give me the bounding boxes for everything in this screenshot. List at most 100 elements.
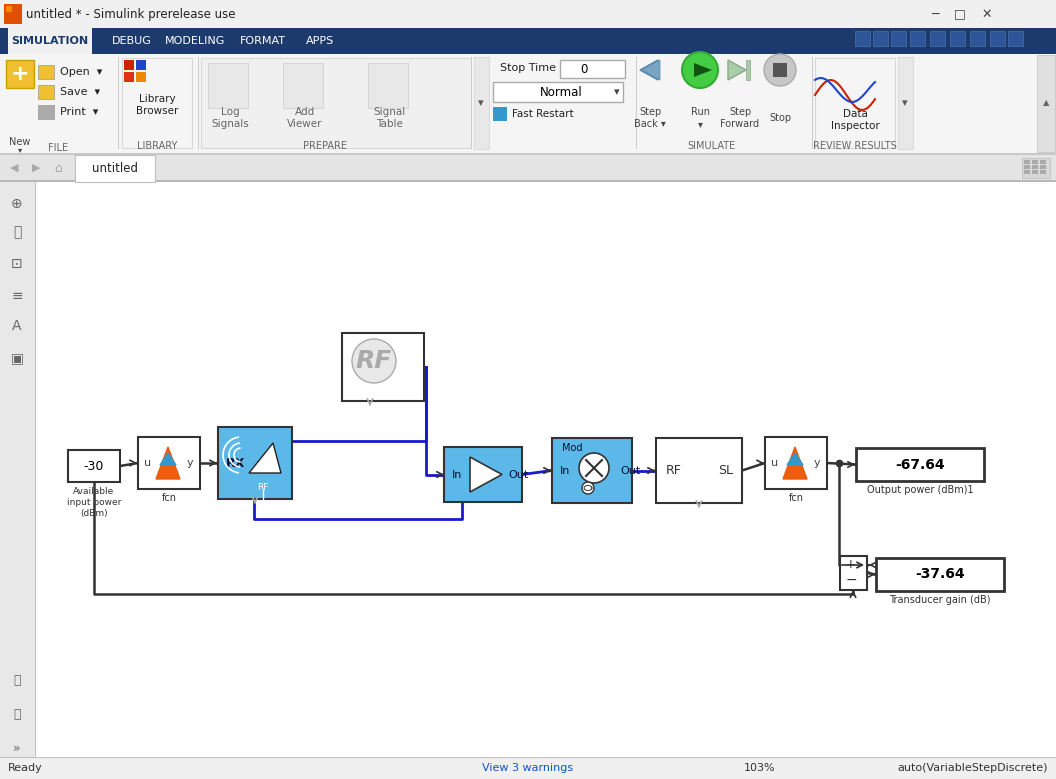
Bar	[1008, 31, 1023, 46]
Bar	[0, 757, 1056, 758]
Text: RX: RX	[226, 456, 245, 470]
Bar	[1040, 165, 1046, 169]
Text: ◀: ◀	[10, 163, 18, 173]
Bar	[898, 57, 913, 149]
Text: ▣: ▣	[11, 351, 23, 365]
Bar	[367, 63, 408, 108]
Text: SIMULATION: SIMULATION	[12, 36, 89, 46]
Text: fcn: fcn	[162, 493, 176, 503]
Text: Library
Browser: Library Browser	[136, 93, 178, 116]
Text: Print  ▾: Print ▾	[60, 107, 98, 117]
Bar	[656, 438, 742, 503]
Bar	[1024, 160, 1030, 164]
Bar	[136, 60, 146, 70]
Text: Stop Time: Stop Time	[499, 63, 557, 73]
Bar	[0, 180, 1056, 182]
Polygon shape	[156, 447, 180, 479]
Bar	[38, 85, 54, 99]
Bar	[6, 6, 12, 12]
Bar	[856, 448, 984, 481]
Bar	[950, 31, 965, 46]
Text: »: »	[13, 742, 21, 755]
Text: PREPARE: PREPARE	[303, 141, 347, 151]
Bar	[201, 58, 471, 148]
Bar	[876, 558, 1004, 591]
Bar	[840, 556, 867, 590]
Bar	[68, 450, 120, 482]
Circle shape	[579, 453, 609, 483]
Circle shape	[763, 54, 796, 86]
Text: Out: Out	[620, 466, 640, 475]
Bar	[124, 72, 134, 82]
Bar	[218, 427, 293, 499]
Polygon shape	[728, 60, 746, 80]
Text: +: +	[11, 64, 30, 84]
Bar	[910, 31, 925, 46]
Text: Step
Back ▾: Step Back ▾	[634, 107, 666, 129]
Bar	[0, 28, 1056, 54]
Polygon shape	[642, 60, 660, 80]
Text: Available
input power
(dBm): Available input power (dBm)	[67, 487, 121, 518]
Text: Signal
Table: Signal Table	[374, 107, 407, 129]
Text: 📊: 📊	[14, 707, 21, 721]
Text: ▾: ▾	[478, 98, 484, 108]
Text: Ready: Ready	[8, 763, 42, 773]
Text: y: y	[814, 458, 821, 468]
Text: 📷: 📷	[14, 674, 21, 686]
Circle shape	[352, 339, 396, 383]
Text: New: New	[10, 137, 31, 147]
Bar	[283, 63, 323, 108]
Polygon shape	[161, 453, 176, 465]
Text: -67.64: -67.64	[895, 457, 945, 471]
Bar	[1024, 170, 1030, 174]
Text: Output power (dBm)1: Output power (dBm)1	[867, 485, 974, 495]
Text: ✕: ✕	[982, 8, 993, 20]
Text: Transducer gain (dB): Transducer gain (dB)	[889, 595, 991, 605]
Text: FILE: FILE	[48, 143, 68, 153]
Bar	[136, 72, 146, 82]
Text: Normal: Normal	[540, 86, 583, 98]
Bar	[75, 155, 155, 182]
Text: +: +	[846, 559, 855, 572]
Text: ▾: ▾	[902, 98, 908, 108]
Bar	[444, 447, 522, 502]
Text: ▶: ▶	[32, 163, 40, 173]
Polygon shape	[470, 457, 502, 492]
Text: Log
Signals: Log Signals	[211, 107, 249, 129]
Bar	[1032, 160, 1038, 164]
Bar	[0, 0, 1056, 28]
Polygon shape	[782, 447, 807, 479]
Bar	[765, 437, 827, 489]
Text: Out: Out	[508, 470, 528, 480]
Text: View 3 warnings: View 3 warnings	[483, 763, 573, 773]
Bar	[38, 65, 54, 79]
Bar	[1037, 55, 1055, 152]
Bar	[36, 182, 1056, 757]
Circle shape	[682, 52, 718, 88]
Bar	[970, 31, 985, 46]
Text: u: u	[772, 458, 778, 468]
Text: Run
▾: Run ▾	[691, 107, 710, 129]
Bar	[4, 4, 22, 24]
Bar	[124, 60, 134, 70]
Text: fcn: fcn	[789, 493, 804, 503]
Text: untitled * - Simulink prerelease use: untitled * - Simulink prerelease use	[26, 8, 235, 20]
Text: y: y	[187, 458, 193, 468]
Text: A: A	[13, 319, 22, 333]
Bar	[891, 31, 906, 46]
Bar	[815, 58, 895, 148]
Text: RF: RF	[356, 349, 392, 373]
Text: Save  ▾: Save ▾	[60, 87, 100, 97]
Bar	[746, 60, 750, 80]
Text: RF: RF	[258, 482, 268, 492]
Text: ≡: ≡	[12, 289, 23, 303]
Text: ⊕: ⊕	[12, 197, 23, 211]
Bar	[474, 57, 489, 149]
Bar	[0, 155, 1056, 181]
Bar	[560, 60, 625, 78]
Text: 0: 0	[580, 62, 587, 76]
Bar	[991, 31, 1005, 46]
Bar	[6, 60, 34, 88]
Bar	[1032, 165, 1038, 169]
Text: ▲: ▲	[1042, 98, 1050, 108]
